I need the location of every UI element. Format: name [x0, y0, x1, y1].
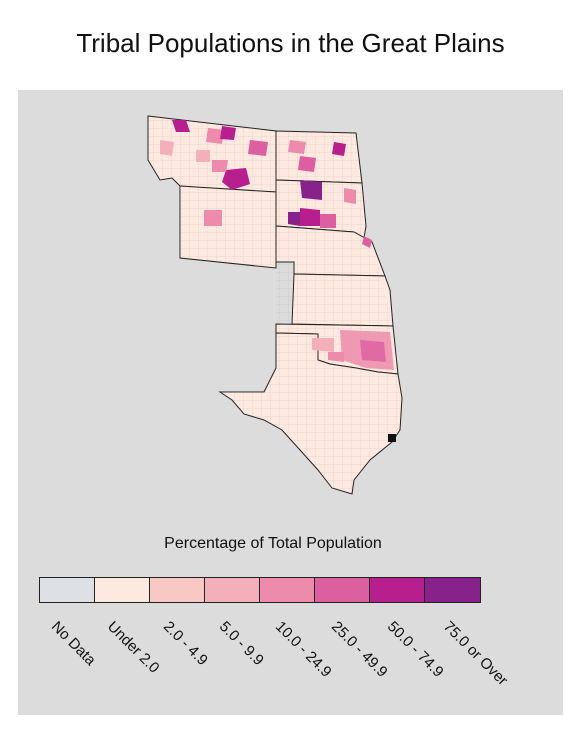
legend-title: Percentage of Total Population	[164, 535, 382, 552]
legend-swatch-2-4.9	[150, 578, 205, 602]
legend-swatch-25-49.9	[315, 578, 370, 602]
page-title: Tribal Populations in the Great Plains	[76, 28, 505, 58]
legend-swatch-50-74.9	[370, 578, 425, 602]
legend-swatch-75-over	[425, 578, 480, 602]
tribal-county-shading	[160, 120, 396, 442]
legend-bar	[39, 577, 481, 603]
legend-swatch-no-data	[40, 578, 95, 602]
county-grid	[148, 116, 402, 494]
legend-swatch-under-2	[95, 578, 150, 602]
great-plains-map	[147, 115, 403, 495]
legend-swatch-5-9.9	[205, 578, 260, 602]
legend-swatch-10-24.9	[260, 578, 315, 602]
